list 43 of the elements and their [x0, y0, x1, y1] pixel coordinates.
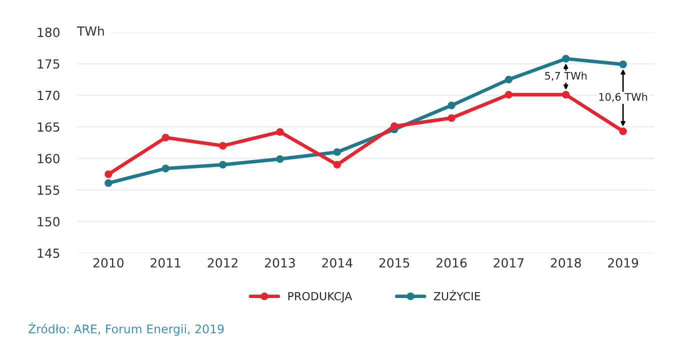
x-tick-label: 2010	[93, 258, 124, 268]
x-tick-label: 2012	[208, 258, 238, 268]
point	[333, 160, 341, 169]
point	[504, 90, 513, 98]
y-tick-label: 160	[38, 154, 60, 164]
annotation: 10,6 TWh	[599, 92, 648, 102]
text: Źródło: ARE, Forum Energii, 2019	[28, 322, 224, 336]
point	[504, 76, 513, 84]
point	[448, 114, 456, 122]
y-tick-label: 175	[38, 59, 60, 69]
point	[104, 170, 112, 178]
point	[562, 90, 570, 98]
point	[448, 102, 456, 110]
y-tick-label: 150	[38, 216, 60, 226]
x-tick-label: 2019	[608, 258, 638, 268]
y-tick-label: 145	[38, 248, 60, 258]
x-tick-label: 2018	[550, 258, 581, 268]
point	[104, 179, 112, 187]
y-axis-title: TWh	[76, 26, 104, 36]
point	[619, 127, 627, 136]
legend-label: PRODUKCJA	[288, 292, 352, 302]
y-tick-label: 165	[38, 122, 60, 132]
point	[162, 134, 170, 142]
annotation: 5,7 TWh	[545, 72, 587, 81]
y-tick-label: 155	[38, 186, 60, 195]
x-tick-label: 2015	[379, 258, 410, 268]
point	[390, 122, 398, 130]
point	[276, 155, 284, 163]
x-tick-label: 2011	[150, 258, 180, 268]
point	[218, 160, 227, 169]
x-tick-label: 2013	[264, 258, 295, 268]
x-tick-label: 2017	[494, 258, 524, 268]
legend-label: ZUŻYCIE	[434, 290, 480, 300]
y-tick-label: 180	[38, 28, 60, 38]
point	[619, 60, 627, 68]
point	[333, 148, 341, 156]
y-tick-label: 170	[38, 90, 60, 100]
x-tick-label: 2014	[322, 258, 352, 268]
point	[276, 128, 284, 136]
point	[562, 54, 570, 63]
point	[162, 164, 170, 172]
x-tick-label: 2016	[436, 258, 467, 268]
point	[218, 142, 227, 150]
